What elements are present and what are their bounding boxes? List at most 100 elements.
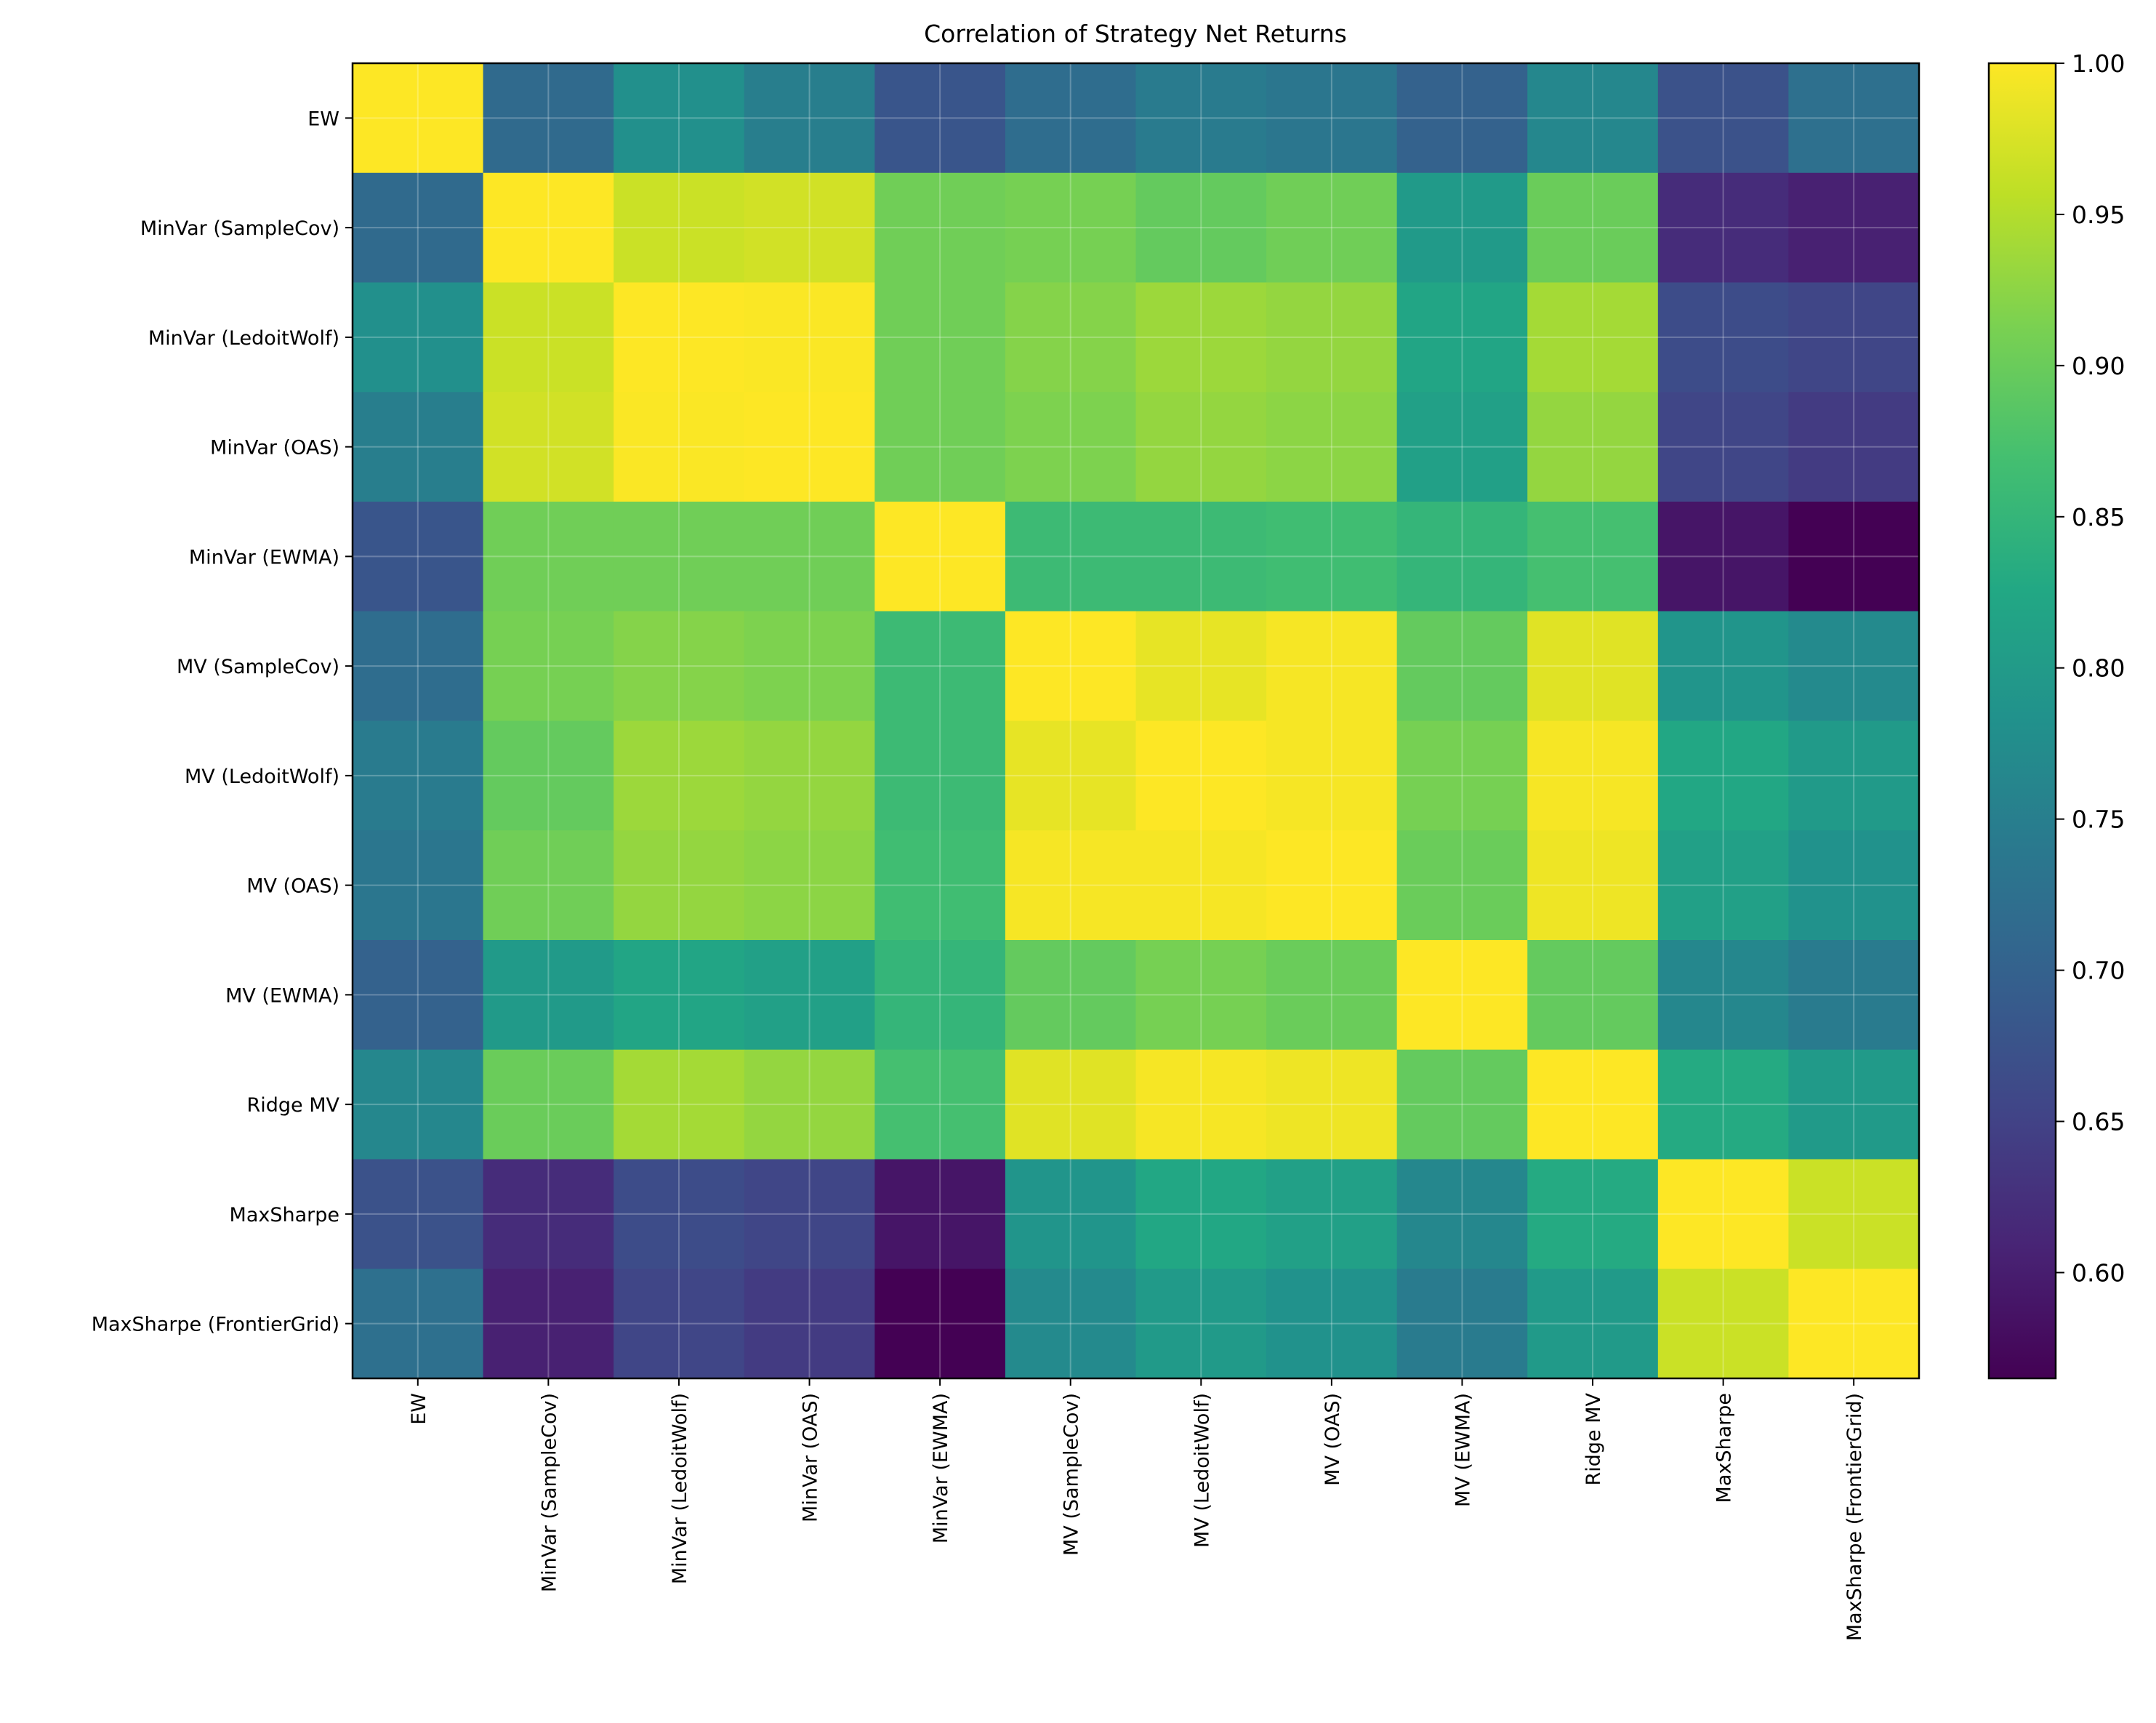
heatmap-cell [1135,1269,1267,1379]
heatmap-cell [744,1159,875,1269]
heatmap-cell [1657,282,1790,393]
heatmap-cell [1266,1159,1398,1269]
heatmap-cell [1657,1269,1790,1379]
heatmap-cell [1266,1269,1398,1379]
heatmap-cell [1396,63,1528,174]
x-tick-label: MinVar (OAS) [800,1393,822,1522]
heatmap-cell [1005,720,1137,831]
heatmap-cell [1657,830,1790,941]
heatmap-cell [1527,1269,1659,1379]
x-tick-label: MV (SampleCov) [1061,1393,1083,1556]
heatmap-cell [1005,1159,1137,1269]
colorbar-tick-label: 0.90 [2072,352,2125,380]
x-tick-label: MinVar (LedoitWolf) [669,1393,691,1584]
heatmap-cell [353,720,484,831]
x-tick-label: MV (OAS) [1322,1393,1344,1486]
heatmap-cell [1266,940,1398,1051]
heatmap-cell [744,830,875,941]
heatmap-cell [744,720,875,831]
heatmap-cell [1527,720,1659,831]
heatmap-cell [1005,830,1137,941]
heatmap-cell [483,1159,614,1269]
heatmap-cell [874,720,1006,831]
heatmap-cell [744,502,875,612]
heatmap-cells [353,63,1920,1379]
heatmap-cell [614,1049,745,1160]
heatmap-cell [1135,611,1267,722]
heatmap-cell [353,172,484,284]
heatmap-cell [874,282,1006,393]
heatmap-cell [353,940,484,1051]
heatmap-cell [1396,282,1528,393]
heatmap-cell [874,830,1006,941]
heatmap-cell [614,502,745,612]
heatmap-cell [1135,502,1267,612]
y-tick-label: MinVar (EWMA) [189,546,339,569]
heatmap-cell [874,1269,1006,1379]
heatmap-cell [1657,1159,1790,1269]
heatmap-cell [744,1269,875,1379]
heatmap-cell [353,502,484,612]
heatmap-cell [1788,720,1920,831]
heatmap-cell [1657,63,1790,174]
heatmap-cell [1266,720,1398,831]
heatmap-cell [1396,1269,1528,1379]
heatmap-cell [1005,611,1137,722]
heatmap-cell [1788,1049,1920,1160]
y-tick-label: MaxSharpe (FrontierGrid) [92,1314,339,1336]
heatmap-cell [483,830,614,941]
heatmap-cell [483,392,614,502]
heatmap-cell [1005,1049,1137,1160]
heatmap-cell [1788,282,1920,393]
heatmap-cell [1005,63,1137,174]
heatmap-cell [1135,1159,1267,1269]
heatmap-cell [1788,502,1920,612]
heatmap-cell [1657,1049,1790,1160]
colorbar-tick-label: 0.65 [2072,1108,2125,1136]
colorbar-tick-label: 0.75 [2072,806,2125,834]
heatmap-cell [1266,172,1398,284]
heatmap-cell [353,1269,484,1379]
heatmap-cell [1527,502,1659,612]
y-tick-label: MinVar (SampleCov) [140,217,339,240]
y-tick-label: MV (EWMA) [225,984,339,1007]
heatmap-cell [1396,1049,1528,1160]
heatmap-cell [483,1269,614,1379]
heatmap-cell [1396,611,1528,722]
y-axis-ticks: EW MinVar (SampleCov) MinVar (LedoitWolf) M… [92,108,353,1336]
heatmap-cell [614,282,745,393]
heatmap-cell [483,1049,614,1160]
heatmap-cell [1657,611,1790,722]
colorbar-tick-label: 0.70 [2072,957,2125,985]
heatmap-cell [1527,611,1659,722]
heatmap-cell [353,611,484,722]
colorbar-tick-label: 0.85 [2072,503,2125,531]
heatmap-cell [1396,392,1528,502]
heatmap-cell [1266,63,1398,174]
heatmap-cell [614,172,745,284]
x-tick-label: MinVar (EWMA) [930,1393,952,1543]
heatmap-cell [1527,940,1659,1051]
heatmap-cell [1266,502,1398,612]
y-tick-label: Ridge MV [247,1094,340,1117]
colorbar-ticks: 0.60 0.65 0.70 0.75 0.80 0.85 0.90 0.95 1.00 [2056,49,2125,1287]
y-tick-label: MinVar (LedoitWolf) [148,327,339,350]
heatmap-cell [614,392,745,502]
heatmap-cell [874,502,1006,612]
heatmap-cell [744,940,875,1051]
heatmap-cell [874,1049,1006,1160]
heatmap-cell [614,720,745,831]
heatmap-cell [1788,1159,1920,1269]
heatmap-cell [483,282,614,393]
heatmap-cell [1266,392,1398,502]
heatmap-cell [1135,940,1267,1051]
heatmap-cell [353,830,484,941]
heatmap-cell [1527,830,1659,941]
heatmap-cell [1657,502,1790,612]
heatmap-cell [1266,830,1398,941]
heatmap-cell [1005,502,1137,612]
heatmap-cell [353,63,484,174]
x-tick-label: MinVar (SampleCov) [538,1393,560,1592]
colorbar [1987,62,2057,1380]
